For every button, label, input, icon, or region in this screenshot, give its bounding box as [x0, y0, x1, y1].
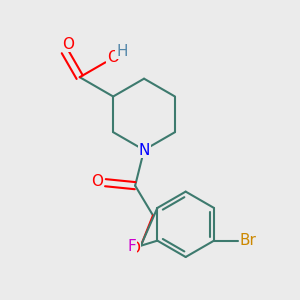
- Text: Br: Br: [240, 233, 256, 248]
- Text: O: O: [62, 37, 74, 52]
- Text: O: O: [91, 174, 103, 189]
- Text: O: O: [107, 50, 119, 65]
- Text: F: F: [127, 239, 136, 254]
- Text: N: N: [138, 142, 150, 158]
- Text: H: H: [116, 44, 128, 59]
- Text: O: O: [128, 241, 140, 256]
